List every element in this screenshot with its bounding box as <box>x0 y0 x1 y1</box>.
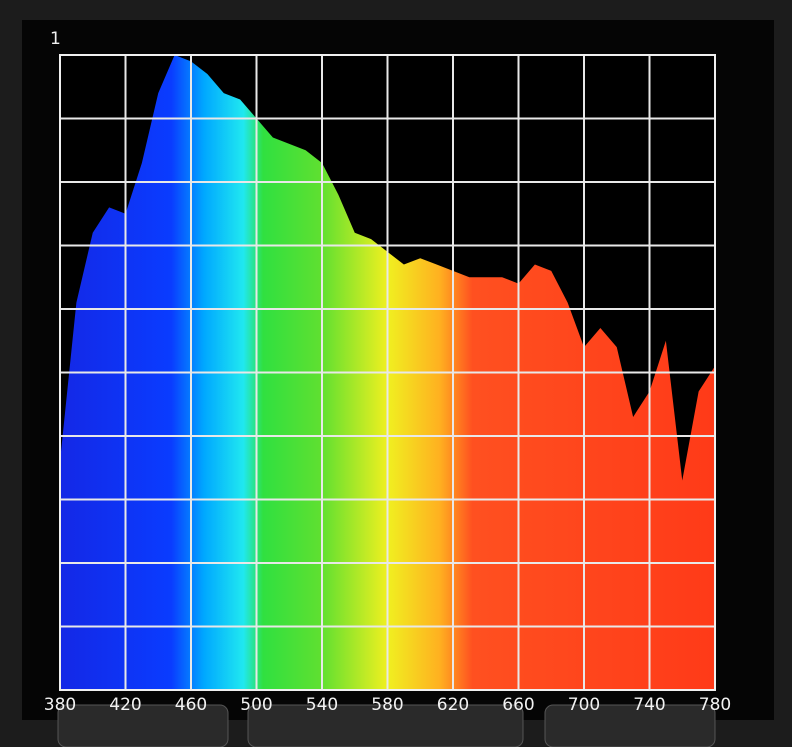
x-tick-label: 500 <box>240 695 272 715</box>
x-tick-label: 740 <box>633 695 665 715</box>
x-tick-label: 420 <box>109 695 141 715</box>
x-tick-label: 580 <box>371 695 403 715</box>
plot-area: 380 420 460 500 540 580 620 660 700 740 780 1 <box>44 29 731 715</box>
x-tick-label: 780 <box>699 695 731 715</box>
x-tick-label: 380 <box>44 695 76 715</box>
x-tick-label: 700 <box>568 695 600 715</box>
screen: 380 420 460 500 540 580 620 660 700 740 780 1 <box>0 0 792 747</box>
x-tick-label: 660 <box>502 695 534 715</box>
x-tick-label: 460 <box>175 695 207 715</box>
y-tick-label: 1 <box>50 29 61 49</box>
x-tick-label: 540 <box>306 695 338 715</box>
x-tick-label: 620 <box>437 695 469 715</box>
